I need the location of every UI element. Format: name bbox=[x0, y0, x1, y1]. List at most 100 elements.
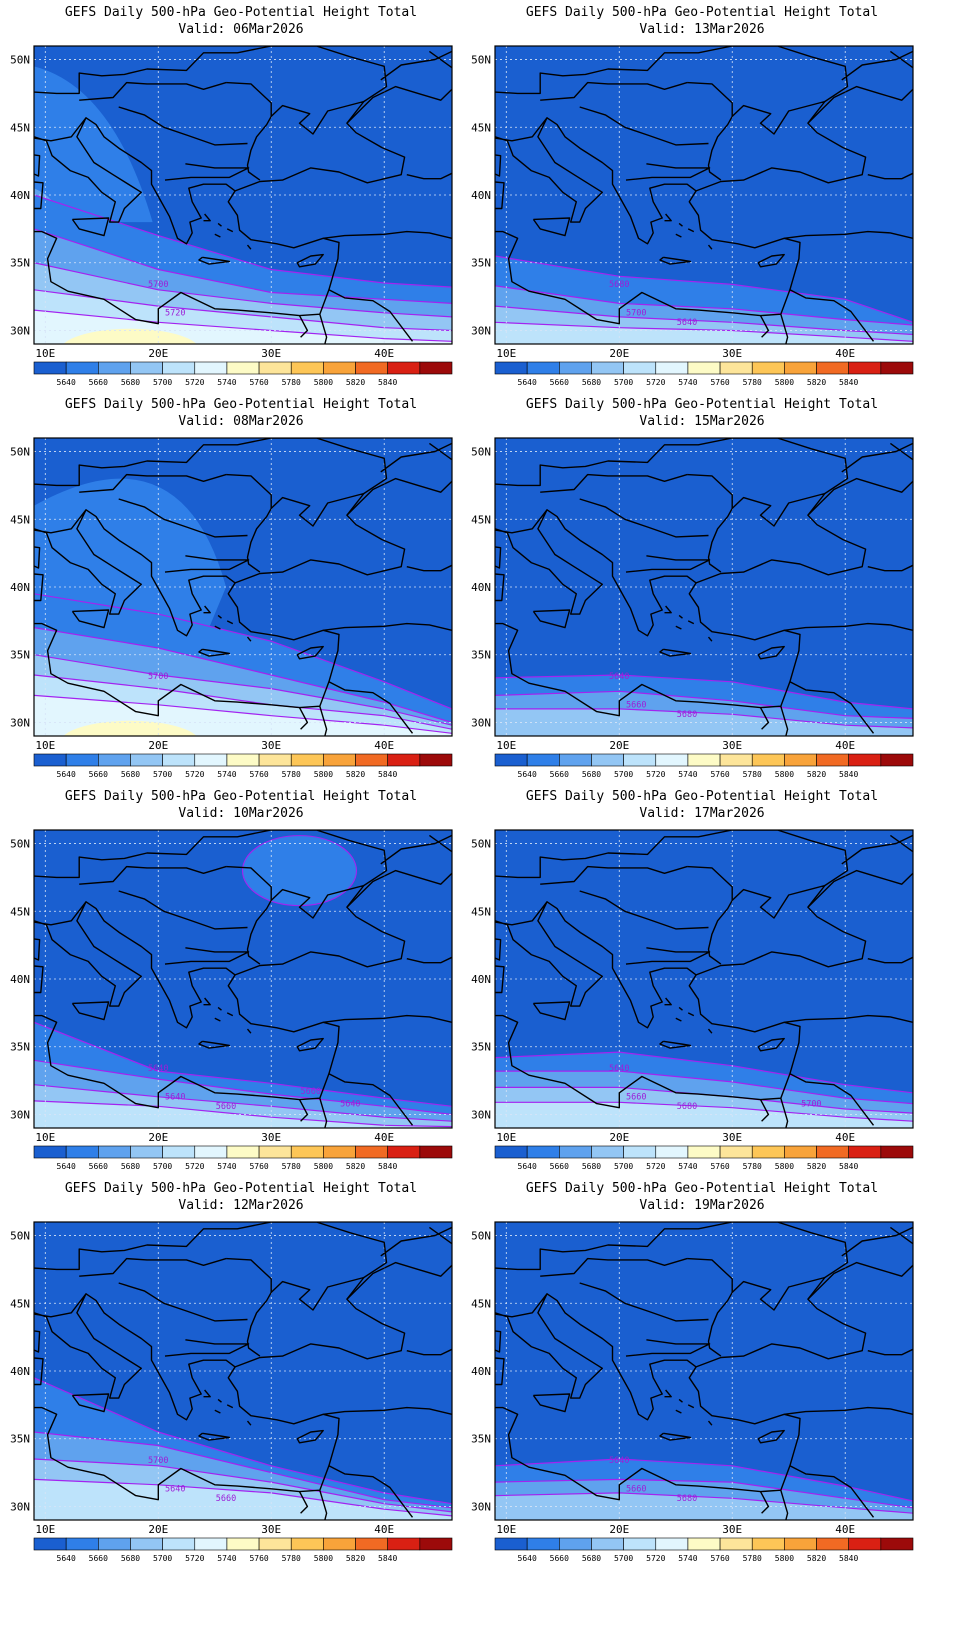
legend-label: 5760 bbox=[249, 378, 268, 387]
contour-label: 5700 bbox=[148, 1456, 168, 1466]
contour-label: 5640 bbox=[165, 1485, 185, 1495]
legend-swatch bbox=[526, 753, 560, 767]
legend-label: 5760 bbox=[710, 770, 729, 779]
panel-title: GEFS Daily 500-hPa Geo-Potential Height … bbox=[0, 788, 482, 822]
lat-label: 30N bbox=[10, 1500, 30, 1513]
panel-title: GEFS Daily 500-hPa Geo-Potential Height … bbox=[461, 396, 943, 430]
contour-label: 5680 bbox=[677, 710, 697, 720]
legend-swatch bbox=[355, 361, 388, 375]
lon-label: 20E bbox=[609, 347, 629, 360]
contour-label: 5640 bbox=[609, 1456, 629, 1466]
legend-label: 5700 bbox=[153, 378, 172, 387]
lat-label: 50N bbox=[471, 838, 491, 851]
legend-label: 5640 bbox=[518, 1554, 537, 1563]
legend-swatch bbox=[194, 361, 228, 375]
legend-swatch bbox=[848, 753, 882, 767]
legend-swatch bbox=[130, 753, 163, 767]
legend-swatch bbox=[194, 1537, 228, 1551]
lat-label: 45N bbox=[471, 121, 491, 134]
legend-swatch bbox=[687, 1537, 721, 1551]
legend-label: 5840 bbox=[378, 1162, 397, 1171]
map-panel: 5700 5720 50N 45N 40N 35N 30N 10E 20E 30E 40E 5640 5… bbox=[0, 0, 482, 410]
panel-valid-date: Valid: 15Mar2026 bbox=[639, 414, 765, 429]
legend-label: 5680 bbox=[121, 1554, 140, 1563]
panel-valid-date: Valid: 06Mar2026 bbox=[178, 22, 304, 37]
legend-swatch bbox=[526, 1537, 560, 1551]
contour-label: 5700 bbox=[801, 1099, 821, 1109]
legend-label: 5640 bbox=[57, 378, 76, 387]
lat-label: 45N bbox=[10, 121, 30, 134]
lon-label: 20E bbox=[609, 739, 629, 752]
contour-label: 5680 bbox=[677, 1102, 697, 1112]
lon-label: 20E bbox=[148, 739, 168, 752]
map-panel: 5640 5660 5680 5700 50N 45N 40N 35N 30N 10E 20E 30E… bbox=[461, 784, 943, 1194]
legend-label: 5720 bbox=[646, 378, 665, 387]
lat-label: 50N bbox=[10, 1230, 30, 1243]
panel-title-text: GEFS Daily 500-hPa Geo-Potential Height … bbox=[525, 1181, 879, 1196]
legend-label: 5760 bbox=[249, 770, 268, 779]
lon-label: 30E bbox=[261, 1131, 281, 1144]
legend-swatch bbox=[591, 1537, 624, 1551]
contour-label: 5660 bbox=[626, 701, 646, 711]
contour-label: 5640 bbox=[609, 1064, 629, 1074]
legend-swatch bbox=[655, 361, 689, 375]
contour-label: 5660 bbox=[216, 1102, 236, 1112]
lon-label: 30E bbox=[722, 1131, 742, 1144]
legend-label: 5640 bbox=[518, 770, 537, 779]
legend-label: 5720 bbox=[185, 1162, 204, 1171]
contour-label: 5640 bbox=[609, 672, 629, 682]
lon-label: 40E bbox=[374, 1131, 394, 1144]
legend-swatch bbox=[494, 361, 528, 375]
lat-label: 45N bbox=[10, 1297, 30, 1310]
legend-label: 5840 bbox=[839, 1162, 858, 1171]
legend-label: 5640 bbox=[57, 1554, 76, 1563]
panel-valid-date: Valid: 19Mar2026 bbox=[639, 1198, 765, 1213]
lat-label: 40N bbox=[471, 1365, 491, 1378]
legend-swatch bbox=[559, 1537, 592, 1551]
lon-label: 10E bbox=[35, 739, 55, 752]
lat-label: 40N bbox=[471, 973, 491, 986]
legend-label: 5820 bbox=[346, 1554, 365, 1563]
lon-label: 30E bbox=[722, 739, 742, 752]
legend-swatch bbox=[591, 1145, 624, 1159]
legend-label: 5800 bbox=[775, 1554, 794, 1563]
legend-swatch bbox=[387, 1537, 421, 1551]
contour-label: 5700 bbox=[148, 280, 168, 290]
lon-label: 10E bbox=[496, 739, 516, 752]
legend-swatch bbox=[323, 1145, 356, 1159]
legend-label: 5800 bbox=[314, 770, 333, 779]
legend-swatch bbox=[784, 1145, 817, 1159]
legend-swatch bbox=[98, 753, 131, 767]
panel-title: GEFS Daily 500-hPa Geo-Potential Height … bbox=[461, 1180, 943, 1214]
legend-swatch bbox=[258, 361, 292, 375]
legend-label: 5780 bbox=[743, 770, 762, 779]
legend-label: 5820 bbox=[346, 1162, 365, 1171]
legend-label: 5700 bbox=[153, 1162, 172, 1171]
legend-label: 5660 bbox=[550, 770, 569, 779]
legend-label: 5680 bbox=[582, 378, 601, 387]
legend-swatch bbox=[162, 1537, 196, 1551]
legend-label: 5680 bbox=[582, 770, 601, 779]
legend-label: 5740 bbox=[217, 770, 236, 779]
legend-swatch bbox=[65, 1145, 99, 1159]
legend-label: 5800 bbox=[314, 1162, 333, 1171]
lat-label: 50N bbox=[10, 446, 30, 459]
legend-swatch bbox=[591, 361, 624, 375]
legend-label: 5780 bbox=[282, 378, 301, 387]
map-panel: 5700 5640 5660 50N 45N 40N 35N 30N 10E 20E 30E 40E 5… bbox=[0, 1176, 482, 1586]
legend-label: 5660 bbox=[550, 1162, 569, 1171]
lat-label: 40N bbox=[10, 1365, 30, 1378]
lon-label: 40E bbox=[374, 347, 394, 360]
legend-swatch bbox=[526, 1145, 560, 1159]
legend-label: 5720 bbox=[185, 770, 204, 779]
legend-swatch bbox=[323, 361, 356, 375]
legend-label: 5700 bbox=[614, 1162, 633, 1171]
panel-title: GEFS Daily 500-hPa Geo-Potential Height … bbox=[0, 4, 482, 38]
legend-swatch bbox=[816, 361, 849, 375]
lon-label: 30E bbox=[722, 1523, 742, 1536]
legend-swatch bbox=[290, 361, 324, 375]
panel-title-text: GEFS Daily 500-hPa Geo-Potential Height … bbox=[64, 789, 418, 804]
lon-label: 20E bbox=[148, 347, 168, 360]
lat-label: 50N bbox=[10, 838, 30, 851]
legend-swatch bbox=[623, 361, 657, 375]
